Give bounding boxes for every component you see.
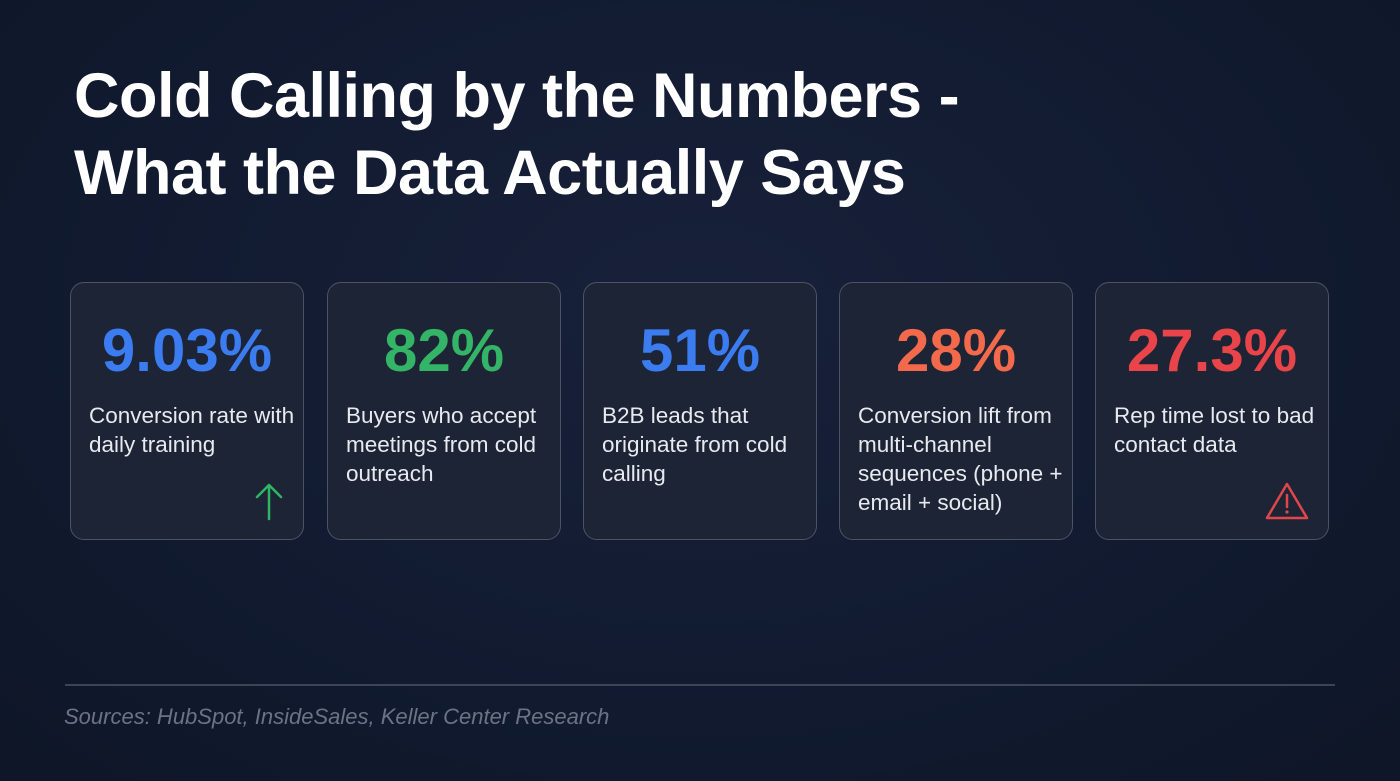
stat-card: 82% Buyers who accept meetings from cold…: [327, 282, 561, 540]
stat-description: Rep time lost to bad contact data: [1114, 403, 1315, 457]
title: Cold Calling by the Numbers - What the D…: [74, 61, 960, 208]
warning-icon: [1265, 482, 1309, 520]
stat-card: 9.03% Conversion rate with daily trainin…: [70, 282, 304, 540]
stat-value: 28%: [895, 317, 1017, 384]
stat-card: 27.3% Rep time lost to bad contact data: [1095, 282, 1329, 540]
stat-description: Conversion lift from multi-channel seque…: [858, 403, 1063, 515]
stat-description: Buyers who accept meetings from cold out…: [346, 403, 537, 486]
divider: [65, 684, 1335, 686]
stat-value: 9.03%: [101, 317, 273, 384]
stat-card: 51% B2B leads that originate from cold c…: [583, 282, 817, 540]
stat-card: 28% Conversion lift from multi-channel s…: [839, 282, 1073, 540]
sources: Sources: HubSpot, InsideSales, Keller Ce…: [64, 704, 610, 729]
stat-value: 27.3%: [1126, 317, 1298, 384]
stat-value: 51%: [639, 317, 761, 384]
arrow-up-icon: [255, 483, 283, 521]
stat-description: Conversion rate with daily training: [89, 403, 295, 457]
stat-value: 82%: [383, 317, 505, 384]
stat-description: B2B leads that originate from cold calli…: [602, 403, 788, 486]
